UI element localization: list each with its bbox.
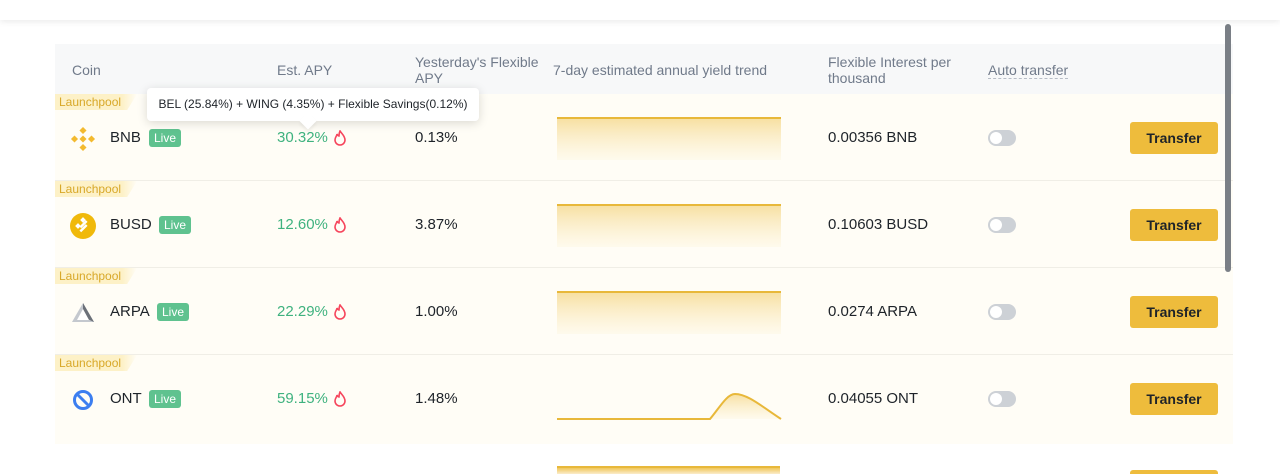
live-badge: Live (157, 303, 190, 321)
live-badge: Live (149, 390, 182, 408)
table-row: Launchpool BNB Live 30.32% 0.13% 0.00356… (55, 94, 1233, 181)
est-apy[interactable]: 30.32% (277, 129, 328, 146)
interest-per-thousand: 0.10603 BUSD (828, 216, 929, 233)
launchpool-tag: Launchpool (55, 181, 138, 197)
auto-transfer-toggle[interactable] (988, 217, 1016, 233)
interest-per-thousand: 0.00356 BNB (828, 129, 918, 146)
top-bar (0, 0, 1280, 20)
apy-breakdown-tooltip: BEL (25.84%) + WING (4.35%) + Flexible S… (147, 88, 479, 121)
transfer-button[interactable] (1130, 470, 1218, 474)
bnb-icon (70, 126, 96, 152)
trend-sparkline (557, 117, 781, 160)
col-coin: Coin (72, 62, 101, 78)
interest-per-thousand: 0.0274 ARPA (828, 303, 917, 320)
col-yesterday-apy: Yesterday's Flexible APY (415, 54, 539, 86)
col-auto-transfer[interactable]: Auto transfer (988, 62, 1069, 79)
yesterday-apy: 0.13% (415, 129, 458, 146)
coin-name: BNB (110, 129, 141, 146)
launchpool-tag: Launchpool (55, 355, 138, 371)
fire-icon (334, 217, 346, 233)
savings-table: Coin Est. APY Yesterday's Flexible APY 7… (55, 44, 1233, 444)
fire-icon (334, 304, 346, 320)
transfer-button[interactable]: Transfer (1130, 209, 1218, 241)
auto-transfer-toggle[interactable] (988, 391, 1016, 407)
trend-sparkline (557, 204, 781, 247)
scrollbar[interactable] (1225, 24, 1231, 272)
trend-sparkline (557, 466, 780, 474)
table-row: Launchpool BUSD Live 12.60% 3.87% 0.1060… (55, 181, 1233, 268)
coin-name: BUSD (110, 216, 152, 233)
fire-icon (334, 130, 346, 146)
ont-icon (73, 390, 93, 410)
yesterday-apy: 1.48% (415, 390, 458, 407)
live-badge: Live (149, 129, 182, 147)
yesterday-apy: 3.87% (415, 216, 458, 233)
busd-icon (70, 213, 96, 239)
col-interest: Flexible Interest per thousand (828, 54, 951, 86)
arpa-icon (72, 303, 94, 322)
table-header: Coin Est. APY Yesterday's Flexible APY 7… (55, 44, 1233, 94)
transfer-button[interactable]: Transfer (1130, 122, 1218, 154)
launchpool-tag: Launchpool (55, 268, 138, 284)
est-apy[interactable]: 22.29% (277, 303, 328, 320)
col-trend: 7-day estimated annual yield trend (553, 62, 768, 78)
interest-per-thousand: 0.04055 ONT (828, 390, 919, 407)
col-est-apy: Est. APY (277, 62, 333, 78)
auto-transfer-toggle[interactable] (988, 304, 1016, 320)
next-row-partial (0, 460, 1280, 474)
table-row: Launchpool ONT Live 59.15% 1.48% 0.04055… (55, 355, 1233, 442)
transfer-button[interactable]: Transfer (1130, 383, 1218, 415)
table-row: Launchpool ARPA Live 22.29% 1.00% 0.0274… (55, 268, 1233, 355)
yesterday-apy: 1.00% (415, 303, 458, 320)
est-apy[interactable]: 59.15% (277, 390, 328, 407)
est-apy[interactable]: 12.60% (277, 216, 328, 233)
transfer-button[interactable]: Transfer (1130, 296, 1218, 328)
trend-sparkline (557, 392, 782, 420)
coin-name: ARPA (110, 303, 150, 320)
launchpool-tag: Launchpool (55, 94, 138, 110)
coin-name: ONT (110, 390, 142, 407)
fire-icon (334, 391, 346, 407)
trend-sparkline (557, 291, 781, 334)
auto-transfer-toggle[interactable] (988, 130, 1016, 146)
live-badge: Live (159, 216, 192, 234)
